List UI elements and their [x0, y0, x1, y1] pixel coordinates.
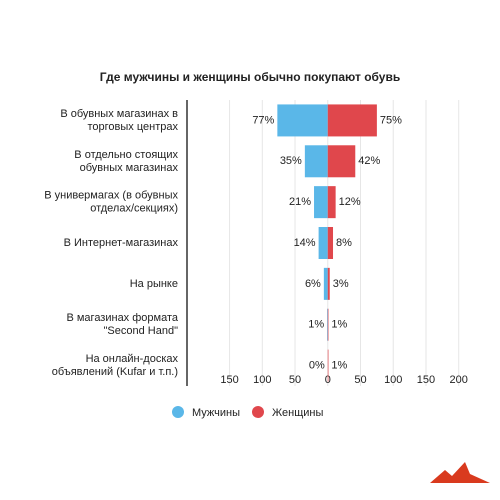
data-label: 77% [252, 114, 274, 126]
bar [323, 267, 328, 300]
y-tick-label: В Интернет-магазинах [64, 237, 179, 249]
y-tick-label: На онлайн-досках объявлений (Kufar и т.п.… [52, 353, 179, 378]
x-tick-label: 200 [450, 374, 468, 386]
bar [318, 227, 328, 259]
bar [304, 145, 328, 178]
x-tick-label: 150 [220, 374, 238, 386]
bar [327, 186, 336, 219]
data-label: 75% [380, 114, 402, 126]
data-label: 0% [309, 359, 325, 371]
y-tick-label: В отдельно стоящих обувных магазинах [74, 149, 178, 174]
data-label: 6% [305, 278, 321, 290]
chart-title: Где мужчины и женщины обычно покупают об… [100, 70, 400, 84]
data-label: 1% [331, 319, 347, 331]
bar [327, 104, 377, 137]
bar [327, 267, 330, 300]
legend-label: Мужчины [192, 407, 240, 419]
data-label: 12% [339, 196, 361, 208]
y-tick-label: На рынке [130, 278, 178, 290]
bar [327, 308, 328, 341]
bar [277, 104, 328, 137]
data-label: 21% [289, 196, 311, 208]
y-tick-label: В обувных магазинах в торговых центрах [60, 108, 178, 133]
data-label: 8% [336, 237, 352, 249]
bar [327, 145, 356, 178]
data-label: 35% [280, 155, 302, 167]
data-label: 3% [333, 278, 349, 290]
bar [327, 227, 334, 259]
x-tick-label: 150 [417, 374, 435, 386]
x-tick-label: 100 [384, 374, 402, 386]
bar [314, 186, 328, 219]
data-label: 1% [308, 319, 324, 331]
data-label: 14% [294, 237, 316, 249]
legend-label: Женщины [272, 407, 323, 419]
bar [327, 308, 329, 341]
y-tick-label: В универмагах (в обувных отделах/секциях) [44, 190, 178, 215]
data-label: 1% [331, 359, 347, 371]
bar [327, 349, 329, 382]
y-tick-label: В магазинах формата "Second Hand" [66, 312, 178, 337]
logo [430, 462, 490, 483]
x-tick-label: 50 [289, 374, 301, 386]
x-tick-label: 50 [354, 374, 366, 386]
legend-marker [252, 406, 264, 418]
legend-marker [172, 406, 184, 418]
data-label: 42% [358, 155, 380, 167]
x-tick-label: 100 [253, 374, 271, 386]
